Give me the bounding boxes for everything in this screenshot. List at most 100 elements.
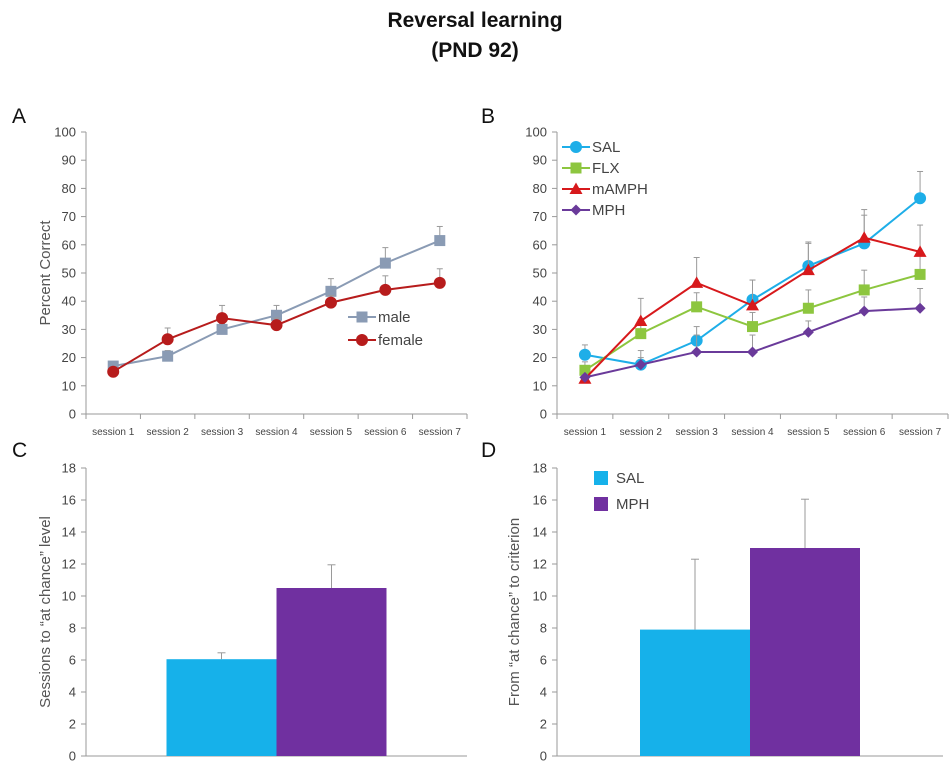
data-point — [747, 321, 758, 333]
x-tick-label: session 6 — [364, 427, 407, 438]
panel-letter-a: A — [12, 105, 26, 128]
y-tick-label: 100 — [525, 125, 547, 140]
data-point — [802, 326, 814, 338]
bar-sal — [640, 629, 750, 756]
y-tick-label: 30 — [62, 322, 76, 337]
y-tick-label: 40 — [62, 294, 76, 309]
y-tick-label: 0 — [540, 749, 547, 762]
y-tick-label: 50 — [533, 266, 547, 281]
x-tick-label: session 7 — [419, 427, 462, 438]
legend: SAL FLX mAMPH MPH — [562, 139, 648, 219]
figure-title-line-1: Reversal learning — [387, 9, 562, 32]
data-point — [578, 348, 591, 361]
data-point — [913, 245, 927, 257]
legend-label-mph: MPH — [616, 496, 649, 513]
y-tick-label: 90 — [62, 153, 76, 168]
y-tick-label: 14 — [62, 525, 76, 540]
series-mamph — [578, 209, 927, 384]
y-tick-label: 60 — [533, 237, 547, 252]
data-point — [746, 298, 759, 311]
y-tick-label: 4 — [69, 685, 76, 700]
legend-label-mph: MPH — [592, 202, 625, 219]
y-tick-label: 10 — [62, 589, 76, 604]
y-axis-label: Percent Correct — [37, 220, 54, 326]
y-tick-label: 100 — [54, 125, 76, 140]
y-tick-label: 0 — [69, 407, 76, 422]
x-tick-label: session 6 — [843, 427, 886, 438]
data-point — [914, 302, 926, 314]
data-point — [914, 192, 927, 205]
y-tick-label: 8 — [540, 621, 547, 636]
legend-label-mamph: mAMPH — [592, 181, 648, 198]
x-tick-label: session 1 — [92, 427, 135, 438]
data-point — [802, 302, 814, 314]
y-tick-label: 10 — [533, 589, 547, 604]
y-tick-label: 80 — [533, 181, 547, 196]
data-point — [379, 257, 391, 269]
legend: male female — [348, 309, 423, 349]
legend-label-sal: SAL — [592, 139, 620, 156]
legend-label-male: male — [378, 309, 411, 326]
data-point — [858, 305, 870, 317]
y-tick-label: 16 — [533, 493, 547, 508]
series-male — [107, 225, 446, 372]
data-point — [914, 268, 926, 280]
y-tick-label: 2 — [69, 717, 76, 732]
y-tick-label: 30 — [533, 322, 547, 337]
series-flx — [579, 251, 926, 376]
x-tick-label: session 7 — [899, 427, 942, 438]
bar-mph — [750, 548, 860, 756]
data-point — [579, 371, 591, 383]
legend-marker — [570, 141, 582, 153]
panel-a-line-chart: A 0 10 20 30 40 50 60 70 80 90 100 Percent Correct se… — [12, 105, 468, 438]
y-tick-label: 20 — [62, 350, 76, 365]
y-tick-label: 18 — [533, 461, 547, 476]
figure-title-line-2: (PND 92) — [431, 39, 519, 62]
y-tick-label: 20 — [533, 350, 547, 365]
y-tick-label: 70 — [62, 209, 76, 224]
data-point — [690, 276, 704, 288]
data-point — [434, 235, 446, 247]
y-axis-label: Sessions to “at chance” level — [37, 516, 54, 708]
x-tick-label: session 5 — [310, 427, 353, 438]
data-point — [801, 263, 815, 276]
bar-group-sal — [640, 558, 750, 756]
y-tick-label: 10 — [62, 378, 76, 393]
x-tick-label: session 2 — [620, 427, 663, 438]
panel-d-bar-chart: D 0 2 4 6 8 10 12 14 16 18 From “at chance” to crit… — [481, 439, 943, 762]
y-tick-label: 12 — [62, 557, 76, 572]
data-point — [635, 359, 647, 371]
y-tick-label: 2 — [540, 717, 547, 732]
panel-c-bar-chart: C 0 2 4 6 8 10 12 14 16 18 Sessions to “at chance” … — [12, 439, 467, 762]
y-tick-label: 4 — [540, 685, 547, 700]
bar-mph — [276, 588, 387, 756]
data-point — [107, 365, 120, 378]
y-tick-label: 12 — [533, 557, 547, 572]
data-point — [325, 285, 337, 297]
data-point — [433, 276, 446, 289]
legend-swatch — [594, 471, 608, 485]
data-point — [270, 319, 283, 332]
x-tick-label: session 2 — [147, 427, 190, 438]
y-tick-label: 0 — [69, 749, 76, 762]
bar-sal — [166, 659, 277, 756]
panel-letter-d: D — [481, 439, 496, 462]
y-tick-label: 50 — [62, 266, 76, 281]
y-tick-label: 6 — [540, 653, 547, 668]
data-point — [858, 284, 870, 296]
data-point — [216, 312, 229, 325]
x-tick-label: session 1 — [564, 427, 607, 438]
x-tick-label: session 5 — [787, 427, 830, 438]
data-point — [691, 301, 703, 313]
y-tick-label: 0 — [540, 407, 547, 422]
data-point — [579, 364, 591, 376]
data-point — [691, 346, 703, 358]
y-tick-label: 18 — [62, 461, 76, 476]
y-tick-label: 16 — [62, 493, 76, 508]
data-point — [216, 323, 228, 335]
y-tick-label: 10 — [533, 378, 547, 393]
bar-group-sal — [166, 652, 277, 756]
legend: SAL MPH — [594, 470, 649, 513]
data-point — [324, 296, 337, 309]
